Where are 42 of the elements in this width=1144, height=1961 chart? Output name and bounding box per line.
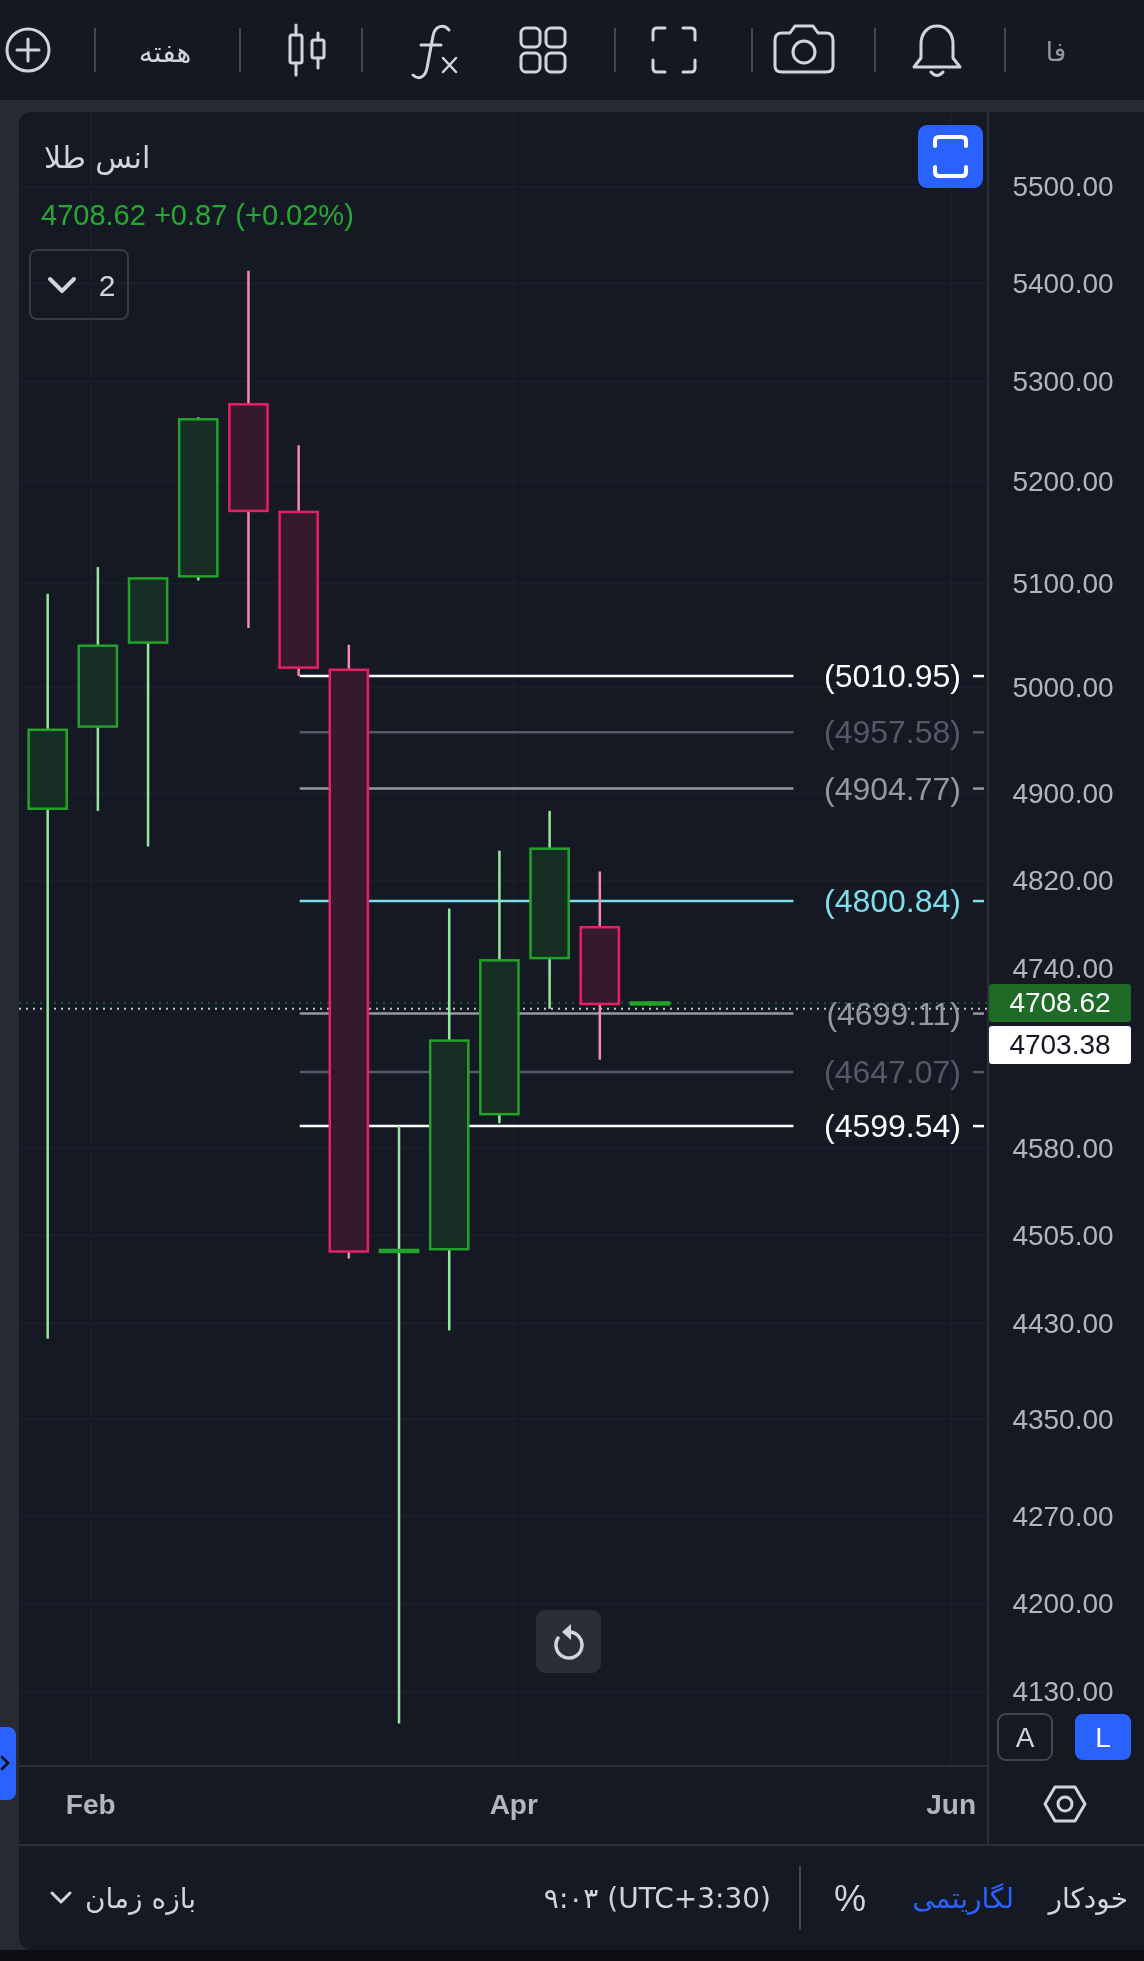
x-tick-label: Jun [926,1788,977,1820]
y-tick-label: 4740.00 [1012,952,1114,984]
text: لگاریتمی [912,1881,1014,1915]
x-tick-label: Feb [65,1788,116,1820]
ref-line-label: (4800.84) [824,883,961,920]
ref-line-label: (4904.77) [824,770,961,807]
ref-line-label: (4957.58) [824,714,961,751]
y-tick-label: 5200.00 [1012,466,1114,498]
text: L [1095,1721,1111,1753]
text: بازه زمان [84,1881,196,1915]
text: فا [1045,37,1067,67]
y-tick-label: 4130.00 [1012,1676,1114,1708]
text: خودکار [1046,1881,1128,1915]
candlestick [27,592,68,1341]
y-tick-label: 4270.00 [1012,1501,1114,1533]
ref-line-label: 4708.62 [1009,987,1111,1019]
y-tick-label: 4580.00 [1012,1132,1114,1164]
ref-line-label: (4647.07) [824,1054,961,1091]
y-tick-label: 4505.00 [1012,1219,1114,1251]
ref-line-label: 4703.38 [1009,1029,1111,1061]
text: 4708.62 +0.87 (+0.02%) [41,199,354,231]
x-tick-label: Apr [489,1788,538,1820]
ref-line-label: (5010.95) [824,658,961,695]
text: هفته [138,35,192,69]
text: % [833,1877,867,1919]
y-tick-label: 4900.00 [1012,778,1114,810]
ref-line-label: (4599.54) [824,1108,961,1145]
y-tick-label: 5100.00 [1012,568,1114,600]
y-tick-label: 4350.00 [1012,1403,1114,1435]
ref-line-label: (4699.11) [826,995,961,1032]
y-tick-label: 4820.00 [1012,864,1114,896]
candlestick [378,1124,420,1725]
text: انس طلا [44,139,151,175]
y-tick-label: 5500.00 [1012,171,1114,203]
y-tick-label: 5300.00 [1012,365,1114,397]
y-tick-label: 5400.00 [1012,267,1114,299]
y-tick-label: 5000.00 [1012,672,1114,704]
y-tick-label: 4200.00 [1012,1587,1114,1619]
text: ۹:۰۳ (UTC+3:30) [543,1881,771,1915]
annotation: 2 [98,268,116,302]
y-tick-label: 4430.00 [1012,1307,1114,1339]
text: A [1015,1721,1035,1753]
